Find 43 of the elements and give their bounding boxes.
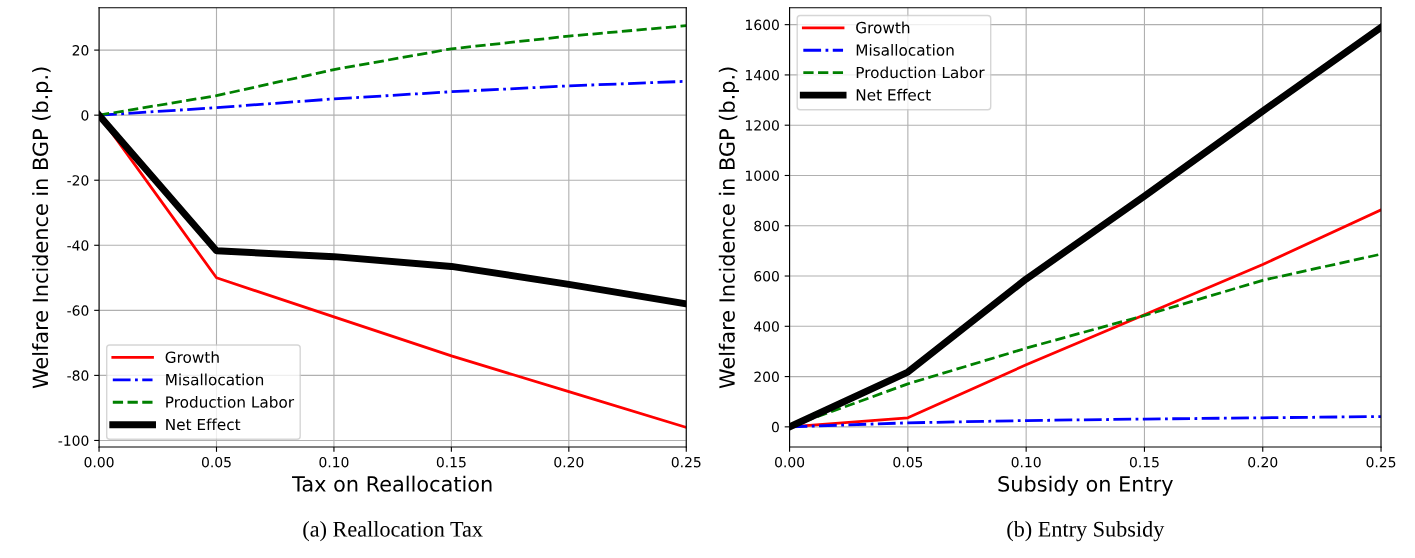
y-tick-label: 1000 [746,170,779,181]
y-tick-label: 20 [72,45,89,56]
y-tick-label: 400 [754,321,779,332]
text: (b) Entry Subsidy [1007,521,1165,542]
y-tick-label: -100 [58,435,89,446]
x-tick-label: 0.00 [775,456,805,468]
x-tick-label: 0.00 [84,456,114,468]
x-tick-label: 0.15 [1129,456,1159,468]
y-tick-label: 600 [754,270,779,282]
text: (a) Reallocation Tax [303,521,483,542]
x-tick-label: 0.05 [893,456,923,468]
y-tick-label: 0 [771,421,779,433]
legend-label: Growth [165,351,219,363]
y-tick-label: -60 [67,305,89,316]
x-tick-label: 0.20 [1248,456,1278,468]
legend-label: Net Effect [166,418,241,431]
x-tick-label: 0.10 [1011,456,1041,468]
y-axis-title: Welfare Incidence in BGP (b.p.) [718,67,739,389]
legend-label: Growth [856,21,910,34]
y-tick-label: -40 [67,240,89,251]
y-tick-label: 1600 [746,19,779,31]
legend-label: Misallocation [856,43,954,56]
line-series [99,24,687,117]
x-tick-label: 0.05 [201,456,231,468]
x-axis-title: Tax on Reallocation [292,475,492,492]
x-tick-label: 0.20 [554,456,584,468]
legend-label: Production Labor [856,66,985,79]
legend-label: Production Labor [166,396,295,408]
y-tick-label: 800 [754,220,779,232]
y-tick-label: 0 [81,110,89,121]
legend-label: Misallocation [166,373,264,386]
y-tick-label: 200 [754,371,779,383]
y-axis-title: Welfare Incidence in BGP (b.p.) [32,67,53,389]
y-tick-label: -20 [67,175,89,186]
legend-label: Net Effect [856,88,931,101]
x-tick-label: 0.15 [436,456,466,468]
y-tick-label: 1200 [746,120,779,131]
x-tick-label: 0.25 [1366,456,1396,468]
y-tick-label: 1400 [746,69,779,81]
x-tick-label: 0.25 [671,456,701,468]
x-axis-title: Subsidy on Entry [998,475,1173,496]
y-tick-label: -80 [67,370,89,381]
x-tick-label: 0.10 [319,456,349,468]
